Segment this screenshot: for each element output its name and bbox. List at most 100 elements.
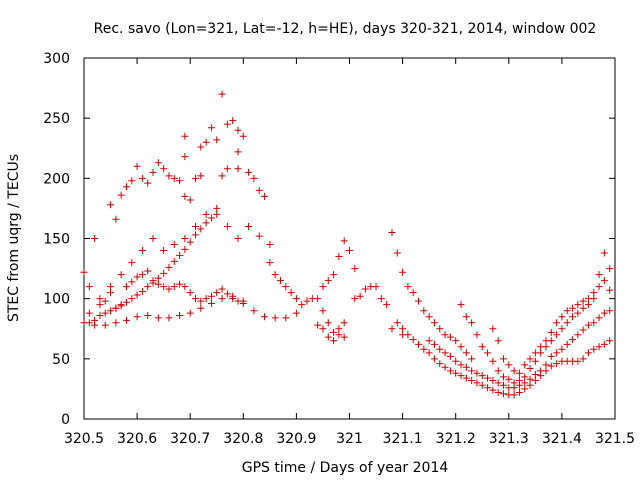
- data-point: [425, 337, 433, 345]
- data-point: [330, 337, 338, 345]
- x-tick-label: 321.4: [542, 431, 582, 447]
- data-point: [154, 314, 162, 322]
- data-point: [584, 301, 592, 309]
- data-point: [149, 235, 157, 242]
- data-point: [181, 132, 189, 140]
- x-axis-ticks: 320.5 320.6 320.7 320.8 320.9 321 321.1 321.2 32…: [64, 58, 635, 447]
- data-point: [489, 325, 497, 333]
- data-point: [569, 336, 577, 344]
- data-point: [133, 162, 141, 170]
- data-point: [181, 235, 189, 242]
- data-point: [197, 304, 205, 312]
- data-point: [303, 297, 311, 305]
- data-point: [128, 259, 136, 267]
- x-tick-label: 320.8: [223, 431, 263, 447]
- data-point: [324, 277, 332, 285]
- data-point: [457, 301, 465, 309]
- data-point: [436, 345, 444, 353]
- data-point: [558, 345, 566, 353]
- data-point: [531, 349, 539, 357]
- data-point: [600, 309, 608, 317]
- data-point: [282, 283, 290, 291]
- data-point: [399, 268, 407, 276]
- data-point: [499, 390, 507, 398]
- data-point: [441, 363, 449, 371]
- data-point: [245, 222, 253, 230]
- data-point: [122, 298, 130, 306]
- y-tick-label: 50: [52, 352, 70, 368]
- data-point: [170, 241, 178, 249]
- data-point: [170, 257, 178, 265]
- data-point: [101, 309, 109, 317]
- data-point: [393, 249, 401, 257]
- data-point: [441, 331, 449, 339]
- data-point: [484, 349, 492, 357]
- data-point: [181, 153, 189, 161]
- data-point: [144, 267, 152, 275]
- data-point: [186, 309, 194, 317]
- data-point: [457, 361, 465, 369]
- data-point: [319, 307, 327, 315]
- data-point: [430, 319, 438, 327]
- data-point: [234, 148, 242, 156]
- data-point: [346, 247, 353, 255]
- data-point: [595, 314, 603, 322]
- data-point: [154, 280, 162, 288]
- data-point: [468, 367, 476, 375]
- x-tick-label: 321.1: [383, 431, 423, 447]
- data-point: [462, 349, 470, 357]
- data-point: [207, 124, 215, 132]
- data-point: [420, 307, 428, 315]
- data-point: [425, 313, 433, 321]
- data-point: [197, 225, 205, 233]
- data-point: [176, 177, 184, 185]
- data-point: [425, 349, 433, 357]
- data-point: [245, 168, 253, 176]
- data-point: [213, 136, 221, 144]
- data-point: [330, 328, 338, 336]
- data-point: [494, 379, 502, 387]
- data-point: [415, 340, 423, 348]
- data-point: [149, 168, 157, 176]
- data-point: [542, 361, 550, 369]
- x-tick-label: 321.5: [595, 431, 635, 447]
- data-point: [547, 328, 555, 336]
- data-point: [515, 369, 523, 377]
- data-point: [361, 285, 369, 293]
- data-point: [462, 374, 470, 382]
- data-point: [186, 238, 194, 246]
- x-tick-label: 321.2: [436, 431, 476, 447]
- data-point: [335, 331, 343, 339]
- data-point: [186, 196, 194, 204]
- data-point: [404, 283, 412, 291]
- data-point: [420, 345, 428, 353]
- y-tick-label: 300: [43, 51, 70, 67]
- data-point: [606, 307, 614, 315]
- data-point: [521, 385, 529, 393]
- data-point: [107, 307, 115, 315]
- data-point: [197, 297, 205, 305]
- data-point: [181, 245, 189, 253]
- data-point: [499, 381, 507, 389]
- data-point: [436, 360, 444, 368]
- data-point: [319, 325, 327, 333]
- data-point: [510, 379, 518, 387]
- data-point: [383, 301, 391, 309]
- data-point: [165, 263, 173, 271]
- data-point: [478, 372, 486, 380]
- data-point: [181, 283, 189, 291]
- data-point: [229, 292, 237, 300]
- data-point: [600, 249, 608, 257]
- y-axis-ticks: 0 50 100 150 200 250 300: [43, 51, 615, 428]
- data-point: [478, 343, 486, 351]
- data-point: [292, 309, 300, 317]
- data-point: [484, 374, 492, 382]
- data-point: [266, 259, 274, 267]
- data-point: [128, 278, 136, 286]
- data-point: [553, 319, 561, 327]
- data-point: [144, 312, 152, 320]
- data-point: [393, 319, 401, 327]
- data-point: [160, 247, 168, 255]
- data-point: [165, 285, 173, 293]
- data-point: [510, 391, 518, 399]
